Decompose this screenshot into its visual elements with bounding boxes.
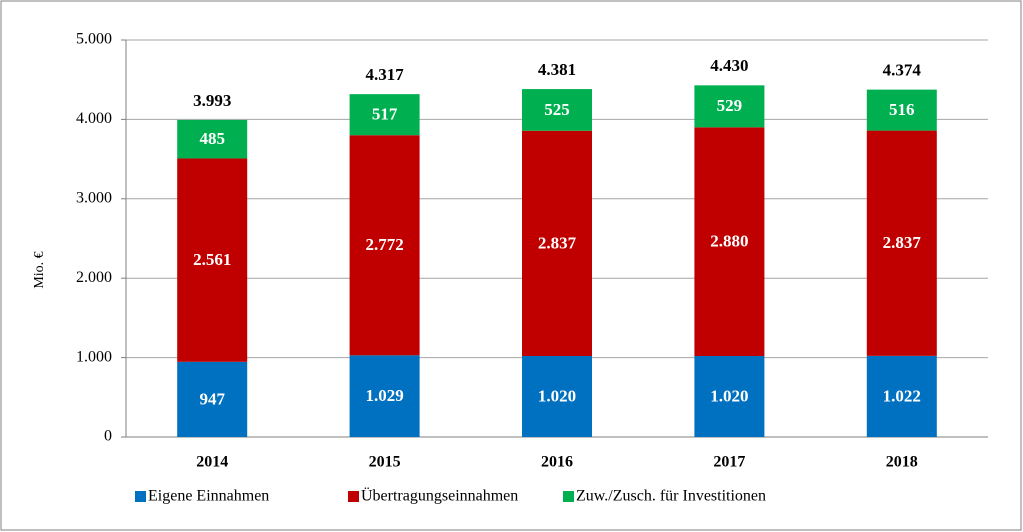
data-label: 517: [372, 105, 398, 124]
bar-segment: [349, 135, 420, 356]
y-tick-label: 4.000: [76, 110, 112, 127]
legend-swatch: [563, 491, 574, 502]
data-label: 1.020: [538, 386, 576, 405]
bar-segment: [694, 356, 765, 437]
data-label: 2.561: [193, 250, 231, 269]
y-tick-label: 0: [104, 428, 112, 445]
bar-segment: [522, 89, 592, 131]
bar-segment: [866, 89, 937, 131]
y-axis-title: Mio. €: [32, 251, 47, 288]
data-label: 1.029: [365, 386, 403, 405]
data-label: 2.880: [710, 232, 748, 251]
total-label: 3.993: [193, 91, 231, 110]
bar-segment: [177, 158, 248, 362]
legend-label: Eigene Einnahmen: [148, 488, 269, 505]
total-label: 4.381: [538, 60, 576, 79]
legend-swatch: [348, 491, 359, 502]
bar-segment: [694, 127, 765, 357]
x-tick-label: 2017: [713, 454, 745, 471]
total-label: 4.374: [883, 61, 922, 80]
data-label: 516: [889, 100, 915, 119]
data-label: 529: [717, 96, 743, 115]
data-label: 2.837: [538, 233, 577, 252]
total-label: 4.317: [365, 65, 404, 84]
x-tick-label: 2015: [369, 454, 401, 471]
legend-swatch: [135, 491, 146, 502]
y-tick-label: 3.000: [76, 189, 112, 206]
bar-segment: [522, 356, 592, 437]
y-tick-label: 2.000: [76, 269, 112, 286]
legend-label: Zuw./Zusch. für Investitionen: [576, 488, 766, 505]
y-tick-label: 1.000: [76, 348, 112, 365]
bar-segment: [866, 130, 937, 356]
data-label: 2.772: [365, 235, 403, 254]
data-label: 1.020: [710, 386, 748, 405]
x-tick-label: 2016: [541, 454, 573, 471]
total-label: 4.430: [710, 56, 748, 75]
data-label: 485: [199, 129, 225, 148]
bar-segment: [349, 355, 420, 437]
bar-segment: [694, 85, 765, 128]
bar-segment: [522, 130, 592, 357]
bar-segment: [349, 94, 420, 136]
data-label: 525: [544, 100, 570, 119]
data-label: 1.022: [883, 386, 921, 405]
bar-segment: [177, 119, 248, 159]
x-tick-label: 2018: [886, 454, 918, 471]
x-tick-label: 2014: [196, 454, 228, 471]
data-label: 947: [199, 389, 225, 408]
data-label: 2.837: [883, 233, 922, 252]
bar-segment: [177, 361, 248, 437]
bar-segment: [866, 355, 937, 437]
legend-label: Übertragungseinnahmen: [361, 487, 518, 505]
y-tick-label: 5.000: [76, 31, 112, 48]
